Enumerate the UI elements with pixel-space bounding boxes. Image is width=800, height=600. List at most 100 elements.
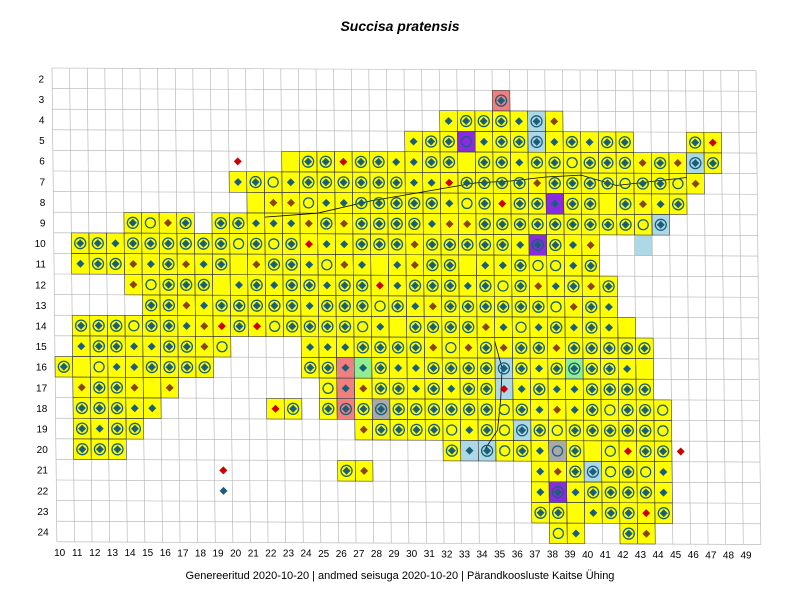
occurrence-circle: [373, 238, 386, 251]
occurrence-circle: [321, 299, 334, 313]
occurrence-circle: [267, 176, 279, 188]
occurrence-diamond: [252, 239, 261, 248]
occurrence-diamond: [534, 343, 543, 352]
occurrence-diamond: [339, 198, 348, 207]
occurrence-circle: [654, 177, 667, 190]
occurrence-circle: [495, 176, 509, 190]
occurrence-circle: [513, 197, 526, 210]
occurrence-circle: [513, 176, 526, 190]
occurrence-diamond: [568, 241, 577, 250]
occurrence-diamond: [550, 158, 559, 167]
column-tick-label: 28: [371, 549, 383, 560]
occurrence-circle: [163, 360, 176, 374]
occurrence-diamond: [586, 261, 595, 270]
occurrence-circle: [566, 197, 579, 211]
occurrence-circle: [515, 362, 528, 375]
grid-cell: [442, 419, 461, 441]
occurrence-diamond: [569, 261, 578, 270]
occurrence-circle: [410, 423, 423, 437]
occurrence-circle: [459, 114, 473, 128]
occurrence-diamond: [164, 280, 173, 289]
occurrence-diamond: [112, 342, 121, 351]
occurrence-circle: [425, 155, 438, 169]
column-tick-label: 39: [564, 550, 576, 561]
occurrence-diamond: [375, 281, 384, 290]
occurrence-circle: [480, 403, 493, 416]
occurrence-diamond: [357, 219, 366, 228]
column-tick-label: 49: [740, 550, 752, 561]
row-tick-label: 19: [36, 425, 48, 436]
occurrence-diamond: [411, 281, 420, 290]
occurrence-diamond: [624, 529, 633, 538]
occurrence-circle: [442, 135, 455, 148]
occurrence-circle: [426, 238, 439, 251]
occurrence-diamond: [130, 362, 139, 371]
occurrence-circle: [285, 299, 299, 312]
occurrence-diamond: [447, 384, 456, 393]
column-tick-label: 22: [265, 549, 277, 560]
occurrence-diamond: [606, 488, 615, 497]
occurrence-diamond: [552, 385, 561, 394]
occurrence-diamond: [147, 342, 156, 351]
occurrence-circle: [426, 258, 439, 272]
occurrence-circle: [354, 155, 368, 169]
occurrence-diamond: [445, 219, 454, 228]
occurrence-diamond: [341, 384, 350, 393]
occurrence-diamond: [410, 199, 419, 208]
occurrence-diamond: [305, 322, 314, 331]
grid-cell: [319, 377, 337, 399]
occurrence-diamond: [59, 362, 68, 371]
occurrence-diamond: [656, 220, 665, 229]
occurrence-diamond: [429, 322, 438, 331]
occurrence-diamond: [551, 282, 560, 291]
occurrence-diamond: [235, 301, 244, 310]
grid-cell: [212, 274, 231, 296]
occurrence-diamond: [287, 239, 296, 248]
occurrence-diamond: [482, 384, 491, 393]
occurrence-circle: [444, 300, 457, 313]
column-tick-label: 33: [459, 549, 471, 560]
occurrence-circle: [374, 382, 388, 395]
occurrence-circle: [461, 238, 474, 251]
occurrence-diamond: [286, 178, 295, 187]
occurrence-diamond: [621, 200, 630, 209]
occurrence-diamond: [200, 322, 209, 331]
grid-cell: [600, 399, 619, 421]
occurrence-circle: [76, 443, 89, 456]
occurrence-diamond: [482, 405, 491, 414]
occurrence-diamond: [392, 199, 401, 208]
occurrence-diamond: [480, 158, 489, 167]
occurrence-diamond: [532, 117, 541, 126]
occurrence-circle: [549, 238, 562, 252]
occurrence-circle: [390, 176, 403, 189]
occurrence-diamond: [306, 363, 315, 372]
occurrence-diamond: [480, 199, 489, 208]
occurrence-diamond: [603, 220, 612, 229]
occurrence-diamond: [216, 239, 225, 248]
occurrence-diamond: [412, 405, 421, 414]
occurrence-diamond: [465, 446, 474, 455]
occurrence-circle: [550, 362, 563, 375]
occurrence-circle: [512, 135, 526, 149]
occurrence-diamond: [251, 219, 260, 228]
occurrence-diamond: [571, 529, 580, 538]
occurrence-circle: [585, 300, 598, 314]
grid-cell: [371, 295, 389, 317]
occurrence-diamond: [217, 301, 226, 310]
occurrence-diamond: [516, 240, 525, 249]
occurrence-diamond: [323, 281, 332, 290]
occurrence-diamond: [624, 488, 633, 497]
occurrence-circle: [425, 197, 438, 210]
occurrence-circle: [569, 465, 582, 478]
occurrence-circle: [548, 177, 561, 190]
occurrence-diamond: [181, 239, 190, 248]
occurrence-diamond: [165, 321, 174, 330]
cell-border: [195, 356, 214, 378]
occurrence-diamond: [429, 343, 438, 352]
occurrence-diamond: [462, 178, 471, 187]
occurrence-circle: [268, 238, 280, 250]
occurrence-diamond: [497, 96, 506, 105]
occurrence-diamond: [200, 342, 209, 351]
occurrence-diamond: [571, 467, 580, 476]
occurrence-circle: [92, 319, 105, 332]
